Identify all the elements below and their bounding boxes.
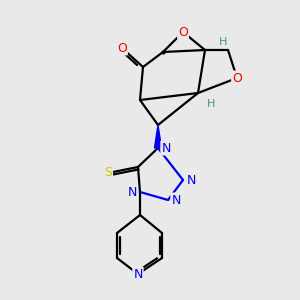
Text: O: O bbox=[178, 26, 188, 38]
Text: N: N bbox=[161, 142, 171, 154]
Text: H: H bbox=[219, 37, 227, 47]
Text: H: H bbox=[207, 99, 215, 109]
Text: O: O bbox=[117, 41, 127, 55]
Text: N: N bbox=[186, 173, 196, 187]
Polygon shape bbox=[154, 125, 161, 148]
Text: O: O bbox=[232, 71, 242, 85]
Text: N: N bbox=[133, 268, 143, 281]
Text: S: S bbox=[104, 166, 112, 178]
Text: N: N bbox=[127, 185, 137, 199]
Text: N: N bbox=[171, 194, 181, 206]
